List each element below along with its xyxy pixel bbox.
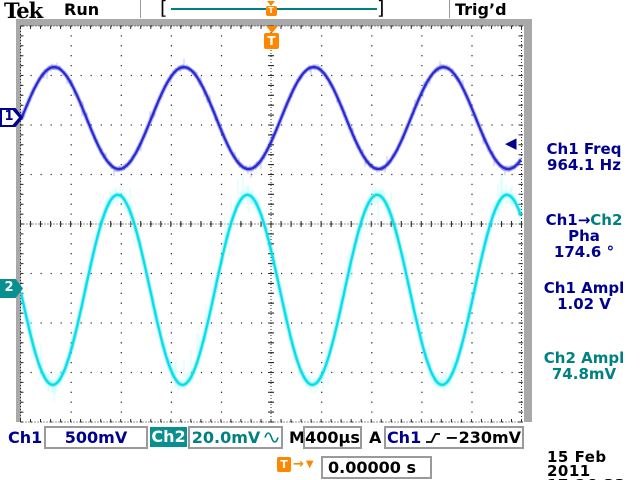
date-display: 15 Feb 2011	[547, 448, 607, 480]
trigger-position-triangle-icon	[265, 26, 278, 33]
measurement-label: Ch2 Ampl	[543, 349, 625, 367]
measurement-value: 1.02 V	[557, 295, 611, 313]
ch2-scale-value: 20.0mV	[191, 427, 261, 447]
ch2-scale-readout: 20.0mV	[188, 426, 283, 449]
measurement-label: Ch1 Ampl	[543, 279, 625, 297]
ch2-marker-fill	[0, 279, 23, 298]
recordview-left-bracket: [	[160, 0, 168, 19]
measurement-ch2-ampl: Ch2 Ampl 74.8mV	[528, 350, 640, 382]
trigger-level-arrow-icon[interactable]: ◀	[505, 134, 517, 152]
bezel-right	[524, 26, 532, 422]
ch1-position-marker[interactable]: 1	[0, 108, 23, 127]
recordview-trigger-t-icon: T	[265, 6, 277, 16]
trigger-position-flag[interactable]: T	[264, 26, 279, 49]
ch1-scale-label: Ch1	[8, 428, 43, 447]
topbar-separator-right	[449, 0, 450, 18]
trigger-source: Ch1	[386, 427, 422, 447]
trigger-readout: Ch1 −230mV	[384, 426, 524, 449]
ch1-scale-readout: 500mV	[44, 426, 148, 449]
ch2-position-marker[interactable]: 2	[0, 279, 23, 298]
recordview-trigger-marker[interactable]: T	[265, 1, 277, 16]
rising-edge-icon	[426, 432, 441, 443]
measurement-value: 964.1 Hz	[547, 156, 621, 174]
bezel-left	[16, 26, 21, 422]
measurement-ch1-freq: Ch1 Freq 964.1 Hz	[528, 141, 640, 173]
ch2-scale-chip: Ch2	[150, 427, 187, 447]
timebase-label: M	[289, 428, 305, 447]
trigger-position-value: 0.00000 s	[321, 456, 432, 479]
recordview-right-bracket: ]	[377, 0, 385, 19]
trigger-position-arrow-icon: →	[293, 457, 304, 472]
recordview-trigger-triangle-icon	[267, 1, 275, 6]
phase-label-ch1: Ch1	[545, 211, 578, 229]
phase-arrow-icon: →	[577, 211, 591, 229]
measurement-label: Ch1→Ch2 Pha	[528, 212, 640, 244]
phase-label-ch2: Ch2	[590, 211, 623, 229]
ch1-marker-label: 1	[4, 109, 14, 124]
measurement-ch1-ampl: Ch1 Ampl 1.02 V	[528, 280, 640, 312]
measurement-value: 174.6 °	[553, 243, 615, 261]
acquisition-state: Run	[64, 0, 100, 19]
ch1-marker-fill	[2, 110, 19, 125]
phase-label-suffix: Pha	[568, 227, 600, 245]
trigger-mode-label: A	[369, 428, 382, 447]
topbar-separator-left	[140, 0, 141, 18]
measurement-value: 74.8mV	[551, 365, 617, 383]
trigger-status: Trig’d	[455, 0, 507, 19]
measurement-label: Ch1 Freq	[546, 140, 622, 158]
tek-logo: Tek	[4, 0, 43, 23]
trigger-position-marker-icon: ▼	[305, 459, 314, 470]
trigger-position-readout-icons: T → ▼	[277, 457, 314, 472]
ch2-marker-label: 2	[4, 280, 14, 295]
time-display: 17:26:33	[547, 478, 640, 480]
datetime-display: 15 Feb 2011 17:26:33	[547, 450, 640, 480]
ch2-coupling-sine-icon	[264, 432, 280, 443]
trigger-level-value: −230mV	[445, 427, 522, 447]
bezel-top	[16, 19, 532, 26]
trigger-position-t-icon: T	[264, 33, 279, 49]
trigger-position-small-t-icon: T	[277, 457, 291, 472]
timebase-readout: 400µs	[303, 426, 362, 449]
measurement-ch1-ch2-phase: Ch1→Ch2 Pha 174.6 °	[528, 212, 640, 260]
